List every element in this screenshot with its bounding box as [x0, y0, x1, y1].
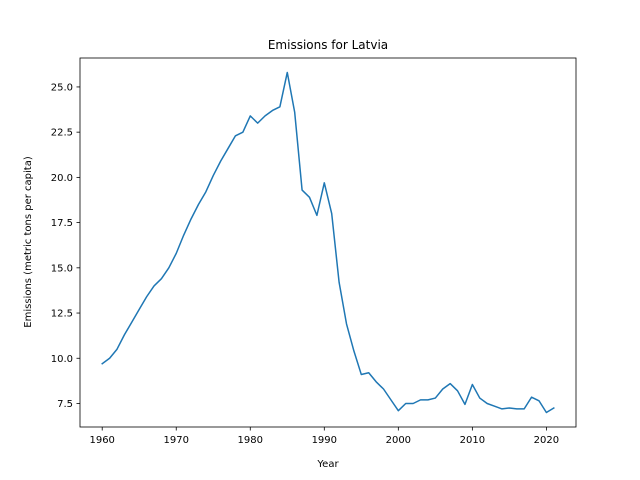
line-layer: [101, 71, 555, 414]
y-tick-label: 12.5: [51, 309, 73, 320]
x-tick-label: 2010: [460, 435, 485, 446]
x-tick-label: 1990: [312, 435, 337, 446]
x-tick-label: 2020: [534, 435, 559, 446]
series-line: [101, 71, 555, 414]
x-tick-label: 1960: [89, 435, 114, 446]
y-tick-label: 25.0: [51, 82, 73, 93]
y-axis-label: Emissions (metric tons per capita): [23, 156, 34, 328]
y-tick-label: 7.5: [57, 399, 73, 410]
y-tick-label: 22.5: [51, 128, 73, 139]
x-tick-label: 1980: [238, 435, 263, 446]
x-axis-label: Year: [316, 459, 339, 470]
plot-area-frame: [79, 57, 577, 428]
x-tick-label: 2000: [386, 435, 411, 446]
y-tick-label: 20.0: [51, 173, 73, 184]
ticks-layer: 1960 1970 1980 1990 2000 2010 2020 7.5 10.0 12.5 1…: [51, 82, 559, 446]
x-tick-label: 1970: [164, 435, 189, 446]
chart-title: Emissions for Latvia: [268, 38, 388, 52]
y-tick-label: 17.5: [51, 218, 73, 229]
y-tick-label: 10.0: [51, 354, 73, 365]
y-tick-label: 15.0: [51, 263, 73, 274]
